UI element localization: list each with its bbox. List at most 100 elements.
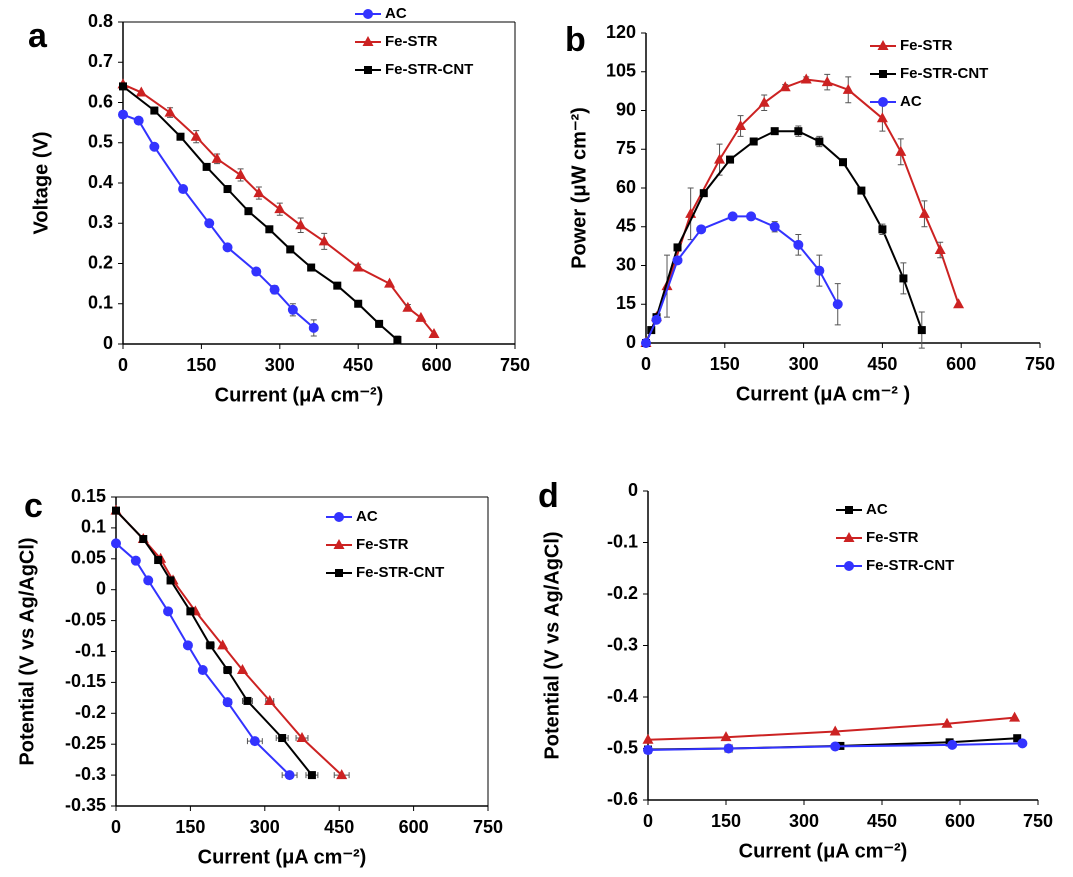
x-tick-label: 450 xyxy=(324,817,354,837)
marker xyxy=(186,607,195,616)
marker xyxy=(318,235,330,246)
marker xyxy=(375,319,384,328)
y-tick-label: 0 xyxy=(626,332,636,352)
x-tick-label: 450 xyxy=(867,354,897,374)
y-tick-label: -0.25 xyxy=(65,733,106,753)
series-line xyxy=(122,113,315,329)
legend-marker xyxy=(333,539,345,549)
marker xyxy=(166,576,175,585)
marker xyxy=(150,106,159,115)
marker xyxy=(673,243,682,252)
marker xyxy=(895,145,907,156)
y-axis-title: Power (μW cm⁻²) xyxy=(568,107,590,269)
panel-letter: b xyxy=(565,21,586,59)
y-tick-label: 60 xyxy=(616,177,636,197)
y-tick-label: -0.5 xyxy=(607,737,638,757)
legend-marker xyxy=(364,66,372,74)
marker xyxy=(769,221,780,232)
marker xyxy=(223,185,232,194)
x-tick-label: 0 xyxy=(641,354,651,374)
y-tick-label: 75 xyxy=(616,138,636,158)
marker xyxy=(223,666,232,675)
marker xyxy=(176,132,185,141)
y-axis-title: Voltage (V) xyxy=(30,132,52,235)
legend-label: AC xyxy=(385,5,407,22)
marker xyxy=(794,127,803,136)
y-tick-label: 30 xyxy=(616,254,636,274)
marker xyxy=(354,299,363,308)
marker xyxy=(243,696,252,705)
marker xyxy=(415,311,427,322)
series-line xyxy=(115,509,343,776)
y-tick-label: 105 xyxy=(606,61,636,81)
marker xyxy=(253,187,265,198)
series-line xyxy=(115,542,291,776)
marker xyxy=(714,153,726,164)
x-tick-label: 750 xyxy=(500,355,530,375)
marker xyxy=(402,301,414,312)
marker xyxy=(1017,738,1028,749)
marker xyxy=(287,304,298,315)
marker xyxy=(726,155,735,164)
marker xyxy=(143,575,154,586)
marker xyxy=(393,335,402,344)
y-tick-label: 90 xyxy=(616,99,636,119)
y-tick-label: 0 xyxy=(96,578,106,598)
x-tick-label: 300 xyxy=(789,811,819,831)
x-tick-label: 0 xyxy=(111,817,121,837)
marker xyxy=(832,299,843,310)
marker xyxy=(307,263,316,272)
x-tick-label: 150 xyxy=(186,355,216,375)
y-tick-label: 0 xyxy=(628,480,638,500)
marker xyxy=(941,717,953,728)
marker xyxy=(235,168,247,179)
y-tick-label: 0.5 xyxy=(88,132,113,152)
y-tick-label: -0.3 xyxy=(75,764,106,784)
y-tick-label: -0.1 xyxy=(75,640,106,660)
marker xyxy=(135,86,147,97)
marker xyxy=(284,770,295,781)
marker xyxy=(118,109,128,120)
marker xyxy=(178,184,189,195)
x-tick-label: 0 xyxy=(118,355,128,375)
marker xyxy=(336,769,348,780)
y-tick-label: 0.4 xyxy=(88,172,113,192)
y-axis-title: Potential (V vs Ag/AgCl) xyxy=(16,537,38,765)
y-axis-title: Potential (V vs Ag/AgCl) xyxy=(541,531,563,759)
marker xyxy=(829,725,841,736)
marker xyxy=(749,137,758,146)
marker xyxy=(699,189,708,198)
marker xyxy=(202,162,211,171)
marker xyxy=(217,639,229,650)
marker xyxy=(641,338,651,348)
marker xyxy=(723,743,734,754)
marker xyxy=(274,203,286,214)
legend-label: Fe-STR xyxy=(356,536,409,553)
marker xyxy=(296,732,308,743)
legend-marker xyxy=(335,569,343,577)
x-tick-label: 0 xyxy=(643,811,653,831)
legend-marker xyxy=(363,9,373,19)
y-tick-label: 0.2 xyxy=(88,252,113,272)
marker xyxy=(651,314,662,325)
marker xyxy=(746,211,757,222)
marker xyxy=(206,641,215,650)
legend-marker xyxy=(844,561,854,571)
marker xyxy=(876,112,888,123)
marker xyxy=(1013,734,1022,743)
legend-label: AC xyxy=(866,501,888,518)
marker xyxy=(857,186,866,195)
marker xyxy=(149,141,160,152)
legend-marker xyxy=(334,512,344,522)
panel-letter: a xyxy=(28,17,48,55)
x-tick-label: 150 xyxy=(175,817,205,837)
legend-label: Fe-STR-CNT xyxy=(356,564,444,581)
x-axis-title: Current (μA cm⁻² ) xyxy=(736,383,910,405)
x-tick-label: 750 xyxy=(1023,811,1053,831)
x-axis-title: Current (μA cm⁻²) xyxy=(198,846,367,868)
marker xyxy=(352,261,364,272)
x-tick-label: 300 xyxy=(265,355,295,375)
x-tick-label: 300 xyxy=(789,354,819,374)
marker xyxy=(696,224,707,235)
series-line xyxy=(647,716,1015,741)
